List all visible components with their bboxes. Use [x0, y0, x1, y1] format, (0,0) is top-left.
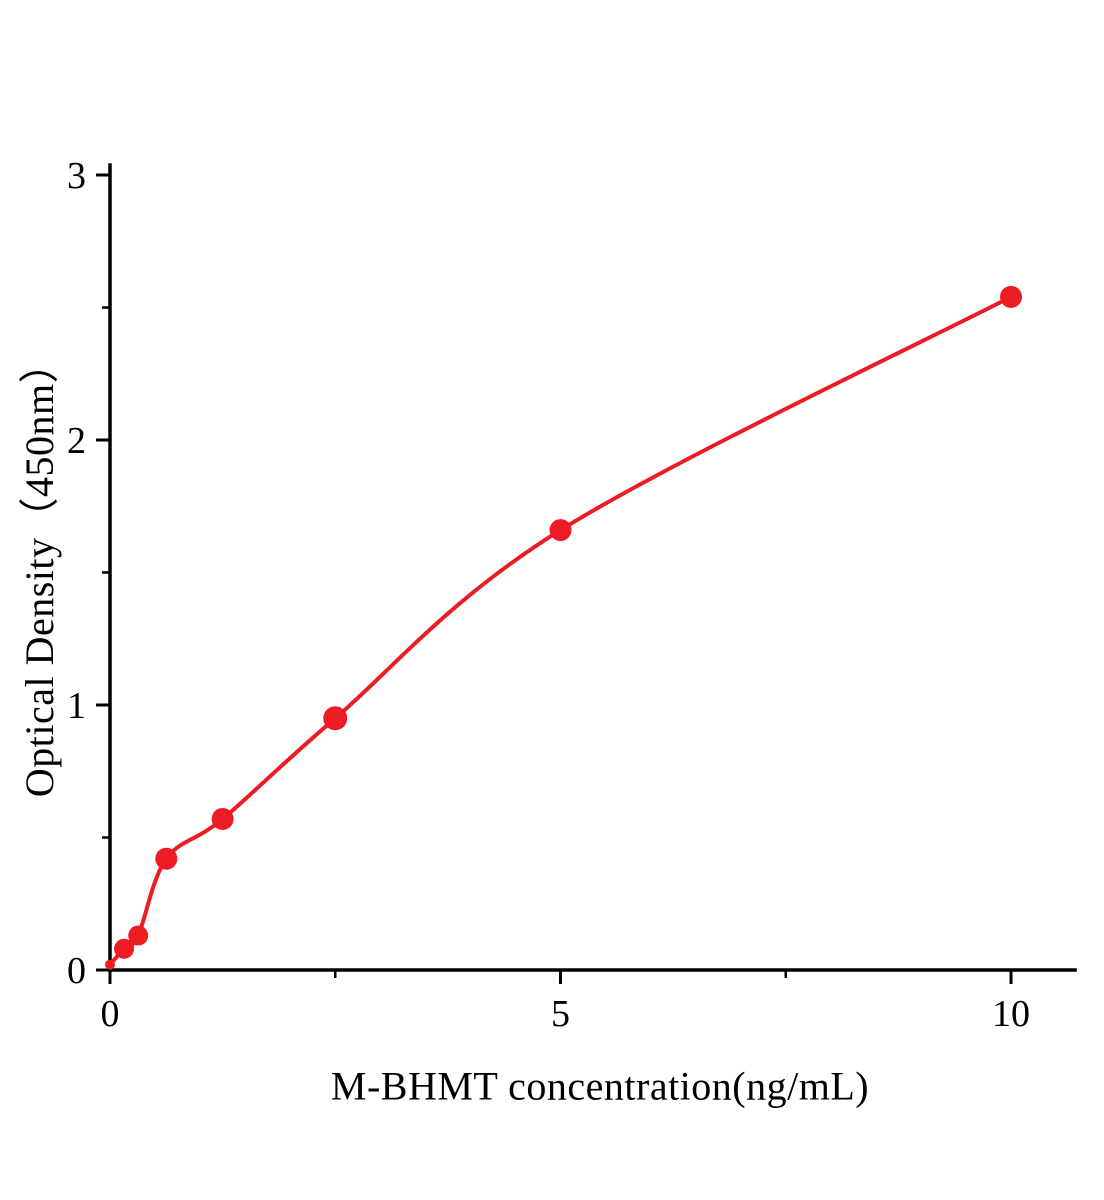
data-point — [155, 847, 178, 870]
x-tick-label: 0 — [101, 993, 120, 1035]
y-tick-label: 0 — [67, 950, 86, 992]
x-axis-label: M-BHMT concentration(ng/mL) — [330, 1063, 870, 1109]
data-point — [114, 938, 135, 959]
data-point — [549, 519, 572, 542]
data-point — [105, 959, 115, 970]
x-tick-label: 5 — [551, 993, 570, 1035]
standard-curve-line — [108, 294, 1013, 967]
data-point — [1000, 285, 1023, 308]
data-point — [128, 925, 149, 946]
data-point — [323, 706, 348, 731]
data-point — [211, 807, 234, 830]
y-tick-label: 3 — [67, 155, 86, 197]
x-tick-label: 10 — [992, 993, 1030, 1035]
y-tick-label: 2 — [67, 420, 86, 462]
y-tick-label: 1 — [67, 685, 86, 727]
y-axis-label: Optical Density（450nm） — [17, 342, 62, 798]
